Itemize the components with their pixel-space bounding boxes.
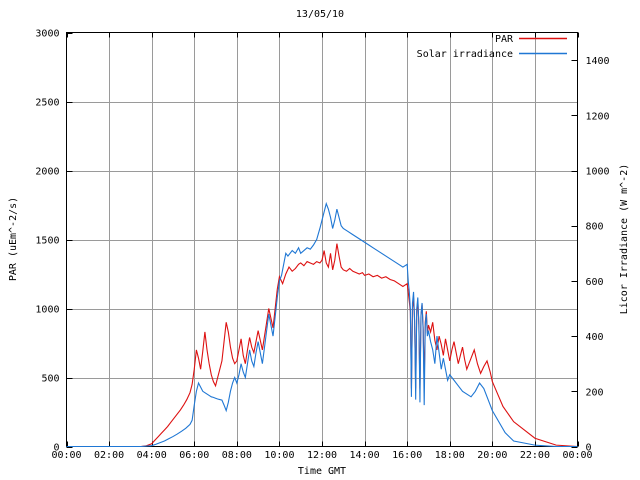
x-tick-label: 22:00 [520, 450, 550, 461]
y-tick-label: 3000 [35, 29, 59, 40]
chart-title: 13/05/10 [296, 9, 344, 20]
y-axis-tick-labels: 0 500 1000 1500 2000 2500 3000 [35, 29, 59, 454]
x-axis-tick-labels: 00:00 02:00 04:00 06:00 08:00 10:00 12:00 14:00… [51, 450, 592, 461]
y2-axis-tick-labels: 0 200 400 600 800 1000 1200 1400 [586, 56, 610, 453]
y-tick-label: 2500 [35, 98, 59, 109]
x-axis-title: Time GMT [298, 466, 346, 477]
y-axis-title: PAR (uEm^-2/s) [8, 197, 19, 281]
x-tick-label: 02:00 [94, 450, 124, 461]
x-axis-tickmarks [67, 32, 579, 447]
legend-label-solar-irradiance: Solar irradiance [417, 49, 513, 60]
y2-axis-tickmarks [571, 60, 578, 448]
y-tick-label: 500 [41, 374, 59, 385]
x-tick-label: 20:00 [477, 450, 507, 461]
y-tick-label: 1500 [35, 236, 59, 247]
y2-tick-label: 200 [586, 387, 604, 398]
x-tick-label: 04:00 [137, 450, 167, 461]
y2-tick-label: 800 [586, 222, 604, 233]
y2-tick-label: 400 [586, 332, 604, 343]
y2-tick-label: 1400 [586, 56, 610, 67]
gridlines [66, 32, 578, 447]
y-tick-label: 1000 [35, 305, 59, 316]
x-tick-label: 16:00 [392, 450, 422, 461]
x-tick-label: 08:00 [222, 450, 252, 461]
y2-axis-title: Licor Irradiance (W m^-2) [619, 164, 630, 315]
y-axis-tickmarks [66, 33, 73, 448]
series-line-par [66, 243, 578, 448]
series-line-solar-irradiance [66, 201, 578, 448]
x-tick-label: 14:00 [350, 450, 380, 461]
x-tick-label: 10:00 [264, 450, 294, 461]
y2-tick-label: 0 [586, 443, 592, 454]
y2-tick-label: 600 [586, 277, 604, 288]
x-tick-label: 00:00 [562, 450, 592, 461]
y-tick-label: 0 [53, 443, 59, 454]
x-tick-label: 00:00 [51, 450, 81, 461]
x-tick-label: 12:00 [307, 450, 337, 461]
x-tick-label: 18:00 [435, 450, 465, 461]
plot-frame [65, 31, 579, 448]
y2-tick-label: 1000 [586, 167, 610, 178]
y2-tick-label: 1200 [586, 111, 610, 122]
legend-label-par: PAR [495, 34, 514, 45]
x-tick-label: 06:00 [179, 450, 209, 461]
chart-legend: PAR Solar irradiance [417, 34, 567, 60]
data-series [66, 201, 578, 448]
y-tick-label: 2000 [35, 167, 59, 178]
